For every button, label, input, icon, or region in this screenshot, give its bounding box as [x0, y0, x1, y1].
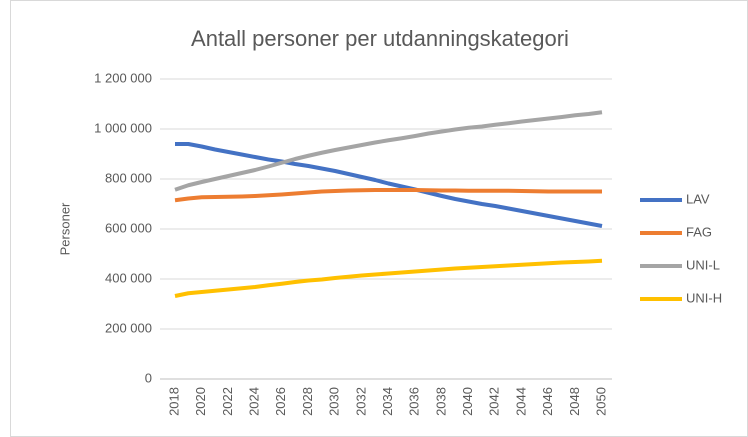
x-tick-label: 2020 [193, 387, 208, 416]
x-tick-label: 2022 [220, 387, 235, 416]
y-tick-label: 600 000 [105, 220, 152, 235]
x-tick-label: 2028 [300, 387, 315, 416]
series-line [174, 258, 603, 298]
series-line [174, 110, 603, 192]
x-tick-label: 2032 [353, 387, 368, 416]
x-tick-label: 2034 [380, 387, 395, 416]
y-tick-label: 400 000 [105, 270, 152, 285]
y-tick-label: 200 000 [105, 320, 152, 335]
y-tick-label: 0 [145, 370, 152, 385]
x-tick-label: 2050 [593, 387, 608, 416]
x-tick-label: 2018 [166, 387, 181, 416]
x-tick-label: 2042 [487, 387, 502, 416]
series-line [175, 142, 603, 228]
x-tick-label: 2030 [327, 387, 342, 416]
y-tick-label: 800 000 [105, 170, 152, 185]
y-tick-label: 1 000 000 [94, 120, 152, 135]
legend-label: UNI-H [686, 290, 722, 305]
chart-title: Antall personer per utdanningskategori [191, 26, 569, 51]
x-tick-label: 2044 [513, 387, 528, 416]
legend-label: FAG [686, 224, 712, 239]
x-tick-label: 2024 [247, 387, 262, 416]
chart-frame [10, 0, 748, 437]
y-axis-label: Personer [57, 202, 72, 255]
x-tick-label: 2040 [460, 387, 475, 416]
legend-label: LAV [686, 191, 710, 206]
x-tick-label: 2048 [567, 387, 582, 416]
y-tick-label: 1 200 000 [94, 70, 152, 85]
x-tick-label: 2046 [540, 387, 555, 416]
x-tick-label: 2026 [273, 387, 288, 416]
series-line [174, 188, 602, 203]
x-tick-label: 2038 [433, 387, 448, 416]
legend-label: UNI-L [686, 257, 720, 272]
x-tick-label: 2036 [407, 387, 422, 416]
